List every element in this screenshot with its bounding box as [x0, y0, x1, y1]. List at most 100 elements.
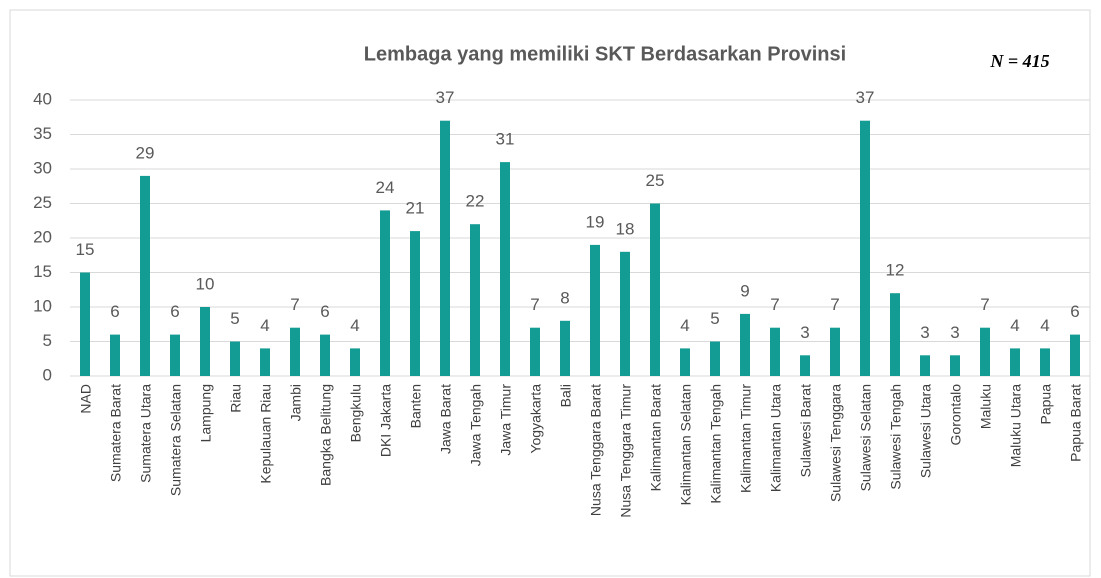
x-tick-label: Jawa Timur [498, 384, 514, 456]
bar [650, 203, 660, 376]
x-tick-label: Banten [408, 384, 424, 428]
data-label: 29 [136, 143, 155, 162]
bar [890, 293, 900, 376]
data-label: 5 [230, 309, 239, 328]
data-label: 7 [980, 295, 989, 314]
data-label: 31 [496, 130, 515, 149]
bar [410, 231, 420, 376]
data-label: 3 [920, 323, 929, 342]
y-tick-label: 40 [33, 89, 52, 108]
bar [740, 313, 750, 376]
x-tick-label: Gorontalo [948, 384, 964, 446]
bar [440, 120, 450, 376]
data-label: 5 [710, 309, 719, 328]
bar [260, 348, 270, 376]
y-tick-label: 10 [33, 296, 52, 315]
data-label: 3 [800, 323, 809, 342]
data-label: 8 [560, 288, 569, 307]
x-tick-label: Sumatera Utara [138, 384, 154, 483]
x-tick-label: Sulawesi Barat [798, 384, 814, 477]
bar [620, 251, 630, 376]
chart-border [9, 9, 1091, 577]
data-label: 37 [436, 88, 455, 107]
x-tick-label: Maluku [978, 384, 994, 429]
data-label: 7 [290, 295, 299, 314]
x-tick-label: Kalimantan Barat [648, 384, 664, 492]
x-tick-label: Jawa Barat [438, 384, 454, 454]
bar [80, 272, 90, 376]
data-label: 22 [466, 192, 485, 211]
x-tick-label: Sulawesi Utara [918, 384, 934, 478]
bar [680, 348, 690, 376]
x-tick-label: Lampung [198, 384, 214, 442]
x-tick-label: Kepulauan Riau [258, 384, 274, 484]
y-tick-label: 30 [33, 158, 52, 177]
x-tick-label: DKI Jakarta [378, 384, 394, 457]
data-label: 4 [350, 316, 359, 335]
data-label: 6 [320, 302, 329, 321]
data-label: 18 [616, 219, 635, 238]
bar [1010, 348, 1020, 376]
x-tick-label: Riau [228, 384, 244, 413]
y-tick-label: 5 [43, 331, 52, 350]
x-tick-label: Kalimantan Timur [738, 384, 754, 493]
bar [560, 320, 570, 376]
x-tick-label: Bali [558, 384, 574, 407]
x-tick-label: Bangka Belitung [318, 384, 334, 486]
x-tick-label: Yogyakarta [528, 384, 544, 454]
bar [1070, 334, 1080, 376]
x-tick-label: Nusa Tenggara Timur [618, 384, 634, 518]
bar [500, 162, 510, 376]
annotation-background [946, 40, 1086, 85]
y-tick-label: 25 [33, 193, 52, 212]
bar [710, 341, 720, 376]
data-label: 10 [196, 274, 215, 293]
bar [290, 327, 300, 376]
data-label: 4 [680, 316, 689, 335]
data-label: 7 [770, 295, 779, 314]
x-tick-label: Kalimantan Selatan [678, 384, 694, 505]
data-label: 4 [1040, 316, 1049, 335]
data-label: 4 [1010, 316, 1019, 335]
x-tick-label: Kalimantan Tengah [708, 384, 724, 504]
bar [950, 355, 960, 376]
bar [170, 334, 180, 376]
x-tick-label: Sulawesi Tenggara [828, 384, 844, 502]
x-tick-label: Sumatera Barat [108, 384, 124, 482]
y-tick-label: 20 [33, 227, 52, 246]
data-label: 7 [530, 295, 539, 314]
x-tick-label: Kalimantan Utara [768, 384, 784, 492]
bar [320, 334, 330, 376]
x-tick-label: NAD [78, 384, 94, 414]
data-label: 3 [950, 323, 959, 342]
chart-title: Lembaga yang memiliki SKT Berdasarkan Pr… [364, 43, 846, 65]
bar [830, 327, 840, 376]
data-label: 25 [646, 171, 665, 190]
bar [470, 224, 480, 376]
bar [110, 334, 120, 376]
data-label: 24 [376, 178, 395, 197]
data-label: 6 [1070, 302, 1079, 321]
x-tick-label: Nusa Tenggara Barat [588, 384, 604, 516]
data-label: 12 [886, 261, 905, 280]
x-tick-label: Sulawesi Tengah [888, 384, 904, 490]
x-tick-label: Jawa Tengah [468, 384, 484, 466]
data-label: 9 [740, 281, 749, 300]
y-tick-label: 35 [33, 124, 52, 143]
y-tick-label: 15 [33, 262, 52, 281]
data-label: 15 [76, 240, 95, 259]
y-tick-label: 0 [43, 365, 52, 384]
data-label: 6 [110, 302, 119, 321]
bar [530, 327, 540, 376]
x-tick-label: Sulawesi Selatan [858, 384, 874, 491]
bar [920, 355, 930, 376]
bar [140, 175, 150, 376]
bar [590, 244, 600, 376]
data-label: 6 [170, 302, 179, 321]
data-label: 19 [586, 212, 605, 231]
data-label: 21 [406, 199, 425, 218]
bar [860, 120, 870, 376]
bar [230, 341, 240, 376]
data-label: 4 [260, 316, 269, 335]
